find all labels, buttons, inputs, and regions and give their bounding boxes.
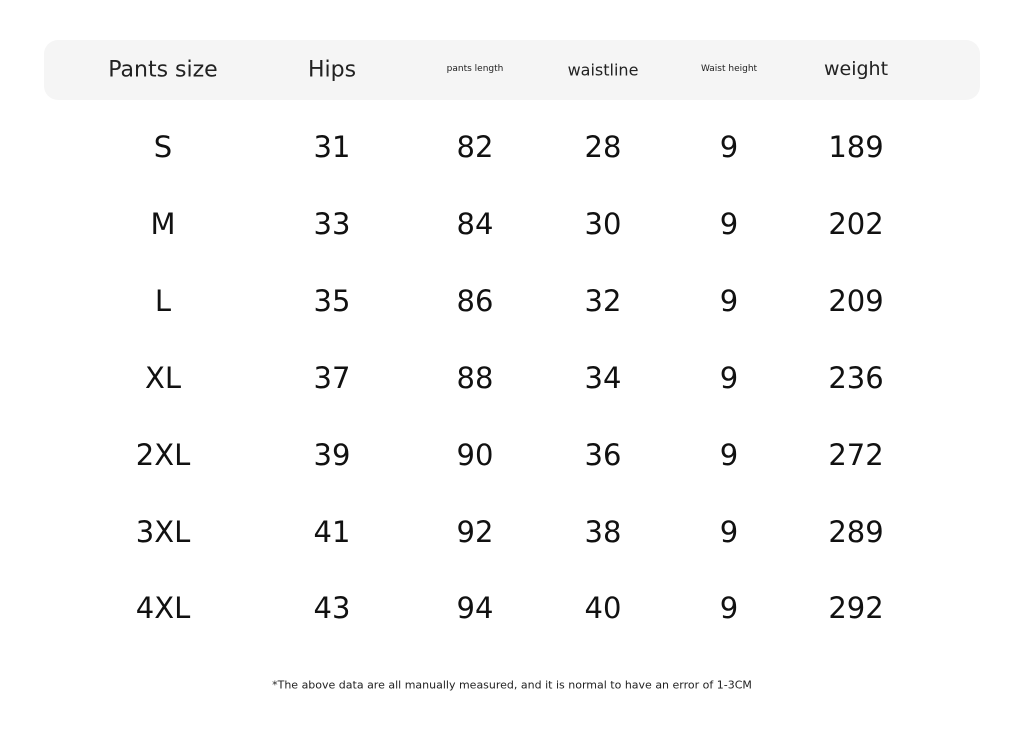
table-cell: M (150, 206, 176, 241)
table-cell: 36 (584, 437, 622, 472)
table-cell: 39 (313, 437, 351, 472)
table-cell: 292 (828, 591, 884, 626)
table-cell: 33 (313, 206, 351, 241)
table-cell: 34 (584, 360, 622, 395)
table-cell: 84 (456, 206, 494, 241)
table-cell: 32 (584, 283, 622, 318)
table-cell: 202 (828, 206, 884, 241)
table-header-band (44, 40, 980, 100)
table-cell: 38 (584, 514, 622, 549)
table-cell: L (154, 283, 172, 318)
table-cell: 9 (719, 514, 739, 549)
table-cell: 4XL (135, 591, 191, 626)
table-cell: 236 (828, 360, 884, 395)
table-cell: 9 (719, 591, 739, 626)
column-header: Pants size (108, 57, 218, 83)
table-cell: S (153, 130, 173, 164)
table-cell: 2XL (135, 437, 191, 472)
table-cell: 189 (828, 130, 884, 164)
table-cell: 90 (456, 437, 494, 472)
table-cell: 9 (719, 360, 739, 395)
column-header: Hips (307, 57, 357, 83)
column-header: waistline (567, 60, 639, 80)
table-cell: 28 (584, 130, 622, 164)
table-cell: 40 (584, 591, 622, 626)
table-cell: 41 (313, 514, 351, 549)
table-cell: 37 (313, 360, 351, 395)
footnote: *The above data are all manually measure… (272, 678, 752, 692)
column-header: weight (823, 58, 889, 80)
table-cell: 3XL (135, 514, 191, 549)
table-cell: 92 (456, 514, 494, 549)
column-header: Waist height (700, 64, 758, 74)
table-cell: XL (144, 360, 182, 395)
column-header: pants length (446, 64, 504, 74)
table-cell: 9 (719, 130, 739, 164)
table-cell: 289 (828, 514, 884, 549)
table-cell: 35 (313, 283, 351, 318)
table-cell: 43 (313, 591, 351, 626)
table-cell: 272 (828, 437, 884, 472)
table-cell: 9 (719, 437, 739, 472)
table-cell: 94 (456, 591, 494, 626)
table-cell: 30 (584, 206, 622, 241)
table-cell: 82 (456, 130, 494, 164)
table-cell: 86 (456, 283, 494, 318)
table-cell: 209 (828, 283, 884, 318)
table-cell: 31 (313, 130, 351, 164)
table-cell: 88 (456, 360, 494, 395)
table-cell: 9 (719, 206, 739, 241)
table-cell: 9 (719, 283, 739, 318)
